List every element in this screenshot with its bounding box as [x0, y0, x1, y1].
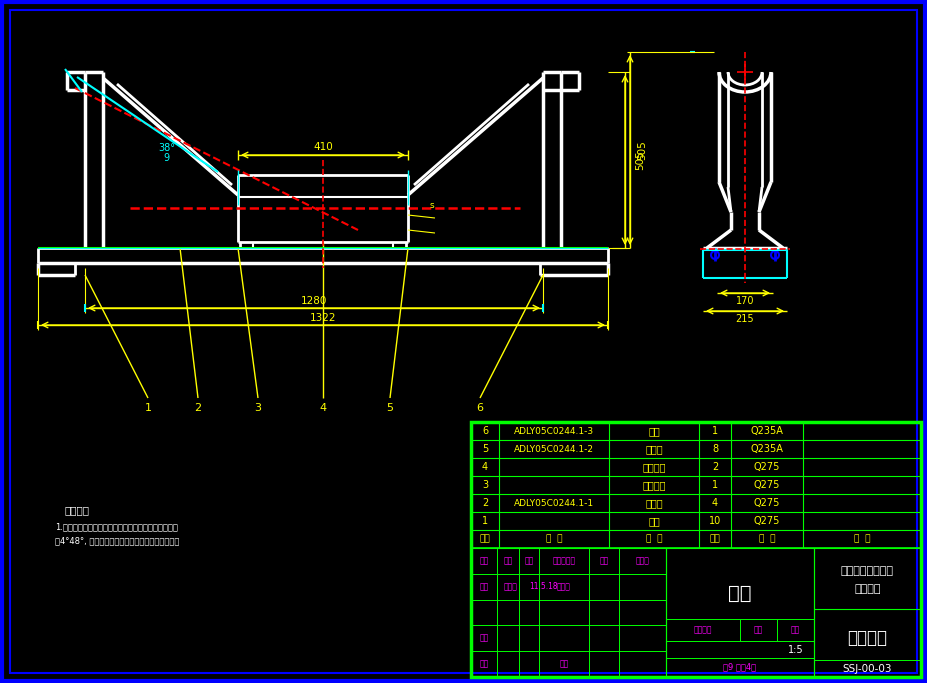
Text: ADLY05C0244.1-3: ADLY05C0244.1-3	[514, 426, 594, 436]
Text: 部件: 部件	[729, 584, 752, 602]
Text: 于4°48°, 并且两侧托辊中心线又是向同一倾侧面。: 于4°48°, 并且两侧托辊中心线又是向同一倾侧面。	[55, 537, 180, 546]
Text: 审核: 审核	[479, 634, 489, 643]
Text: 11.5.18: 11.5.18	[529, 582, 558, 591]
Text: 2: 2	[482, 498, 489, 508]
Text: 备  注: 备 注	[854, 535, 870, 544]
Text: 重量: 重量	[754, 626, 763, 635]
Text: 1322: 1322	[310, 313, 337, 323]
Text: 批准: 批准	[559, 660, 568, 669]
Text: 5: 5	[482, 444, 489, 454]
Text: 技术要求: 技术要求	[65, 505, 90, 515]
Text: 中间滚子: 中间滚子	[642, 480, 666, 490]
Text: 标记: 标记	[479, 557, 489, 566]
Text: 4: 4	[712, 498, 718, 508]
Text: 设计: 设计	[479, 582, 489, 591]
Text: 郑正威: 郑正威	[504, 582, 518, 591]
Text: 分区: 分区	[525, 557, 534, 566]
Text: 1280: 1280	[301, 296, 327, 306]
Text: 河南理工大学万方: 河南理工大学万方	[841, 566, 894, 576]
Text: 年月日: 年月日	[636, 557, 650, 566]
Text: Q275: Q275	[754, 498, 781, 508]
Text: 6: 6	[482, 426, 488, 436]
Text: 扁钓: 扁钓	[648, 426, 660, 436]
Text: 4: 4	[482, 462, 488, 472]
Text: 科技学院: 科技学院	[855, 584, 881, 594]
Text: 6: 6	[476, 403, 484, 413]
Text: 3: 3	[482, 480, 488, 490]
Text: s: s	[430, 201, 435, 210]
Text: 边支杆: 边支杆	[645, 444, 663, 454]
Text: 2: 2	[195, 403, 201, 413]
Bar	[471, 422, 921, 677]
Text: 角钓: 角钓	[648, 516, 660, 526]
Text: 数量: 数量	[503, 557, 513, 566]
Text: 215: 215	[736, 314, 755, 324]
Bar	[471, 548, 666, 677]
Bar	[666, 548, 814, 677]
Text: 1: 1	[482, 516, 488, 526]
Text: 38°: 38°	[158, 143, 175, 153]
Text: 数量: 数量	[710, 535, 720, 544]
Text: Q235A: Q235A	[751, 444, 783, 454]
Text: 名  称: 名 称	[646, 535, 662, 544]
Text: 3: 3	[255, 403, 261, 413]
Text: 170: 170	[736, 296, 755, 306]
Text: 1.两侧托辊中心线均需要与水平托辊中心线的夹角最小: 1.两侧托辊中心线均需要与水平托辊中心线的夹角最小	[55, 522, 178, 531]
Text: 4: 4	[320, 403, 326, 413]
Text: 1: 1	[145, 403, 151, 413]
Text: Q235A: Q235A	[751, 426, 783, 436]
Text: ADLY05C0244.1-2: ADLY05C0244.1-2	[514, 445, 594, 454]
Text: 2: 2	[712, 462, 718, 472]
Text: 签名: 签名	[600, 557, 609, 566]
Text: 两边滚子: 两边滚子	[642, 462, 666, 472]
Text: 5: 5	[387, 403, 393, 413]
Text: 代  号: 代 号	[546, 535, 563, 544]
Text: 410: 410	[313, 142, 333, 152]
Text: 共9 张第4张: 共9 张第4张	[723, 663, 756, 672]
Text: 10: 10	[709, 516, 721, 526]
Text: Q275: Q275	[754, 462, 781, 472]
Text: 材  料: 材 料	[759, 535, 775, 544]
Text: 更改文件号: 更改文件号	[552, 557, 576, 566]
Text: 比例: 比例	[791, 626, 800, 635]
Text: ADLY05C0244.1-1: ADLY05C0244.1-1	[514, 499, 594, 507]
Text: 1:5: 1:5	[788, 645, 804, 655]
Text: 标准化: 标准化	[557, 582, 571, 591]
Text: 505: 505	[635, 150, 645, 170]
Bar	[814, 548, 921, 677]
Text: 序号: 序号	[479, 535, 490, 544]
Text: Q275: Q275	[754, 480, 781, 490]
Text: Q275: Q275	[754, 516, 781, 526]
Text: 9: 9	[163, 153, 169, 163]
Text: 505: 505	[637, 140, 647, 160]
Text: 槽形托辊: 槽形托辊	[847, 629, 887, 647]
Text: 1: 1	[712, 426, 718, 436]
Text: SSJ-00-03: SSJ-00-03	[843, 665, 893, 674]
Text: 1: 1	[712, 480, 718, 490]
Text: 阶段标记: 阶段标记	[693, 626, 712, 635]
Text: 8: 8	[712, 444, 718, 454]
Text: 工艺: 工艺	[479, 660, 489, 669]
Text: 中支杆: 中支杆	[645, 498, 663, 508]
